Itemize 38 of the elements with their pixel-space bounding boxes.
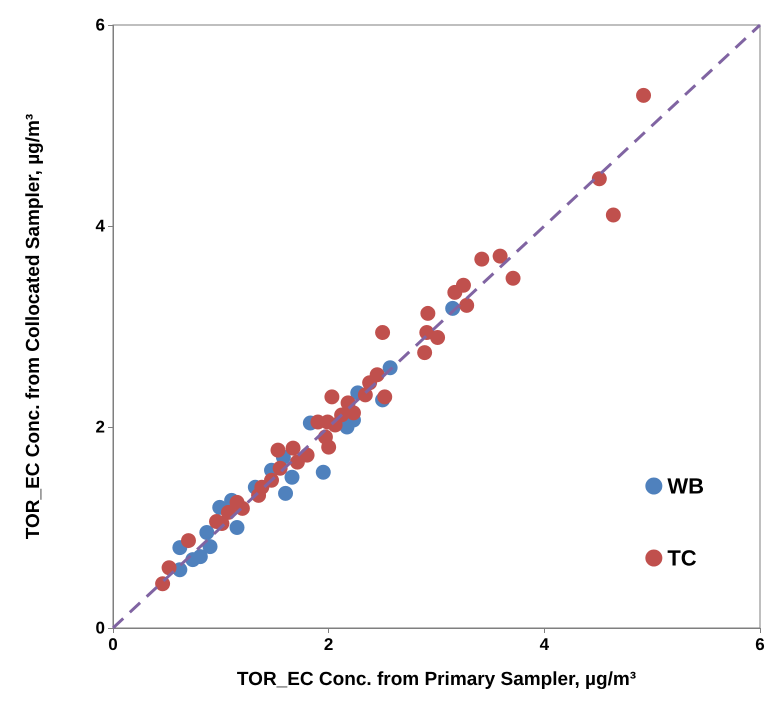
x-tick-label: 4 xyxy=(540,635,550,654)
point xyxy=(417,345,432,360)
y-axis-title: TOR_EC Conc. from Collocated Sampler, µg/m³ xyxy=(23,114,44,540)
point xyxy=(506,270,521,286)
point xyxy=(636,88,652,103)
point xyxy=(606,207,621,222)
point xyxy=(375,325,390,340)
point xyxy=(377,389,392,404)
y-tick-label: 4 xyxy=(96,216,106,236)
point xyxy=(192,549,208,564)
point xyxy=(162,560,177,576)
point xyxy=(420,306,436,321)
legend-label: TC xyxy=(667,546,697,570)
point xyxy=(324,389,340,404)
point xyxy=(278,486,294,501)
x-tick-label: 0 xyxy=(108,635,118,654)
x-tick-label: 2 xyxy=(324,635,334,654)
point xyxy=(284,470,300,485)
y-tick-label: 6 xyxy=(96,16,105,34)
point xyxy=(459,298,474,313)
legend-label: WB xyxy=(667,474,704,498)
point xyxy=(492,248,508,264)
point xyxy=(181,533,196,548)
point xyxy=(270,442,286,458)
y-tick-label: 2 xyxy=(96,418,105,436)
x-tick-label: 6 xyxy=(755,635,765,654)
point xyxy=(447,284,462,300)
y-tick-label: 0 xyxy=(96,618,105,638)
point xyxy=(202,539,218,554)
point xyxy=(474,252,490,267)
point xyxy=(286,440,301,456)
point xyxy=(230,520,245,535)
point xyxy=(321,440,336,455)
point xyxy=(316,464,331,480)
x-axis-title: TOR_EC Conc. from Primary Sampler, µg/m³ xyxy=(236,669,636,690)
point xyxy=(199,525,214,540)
point xyxy=(430,330,446,346)
point xyxy=(592,171,607,186)
